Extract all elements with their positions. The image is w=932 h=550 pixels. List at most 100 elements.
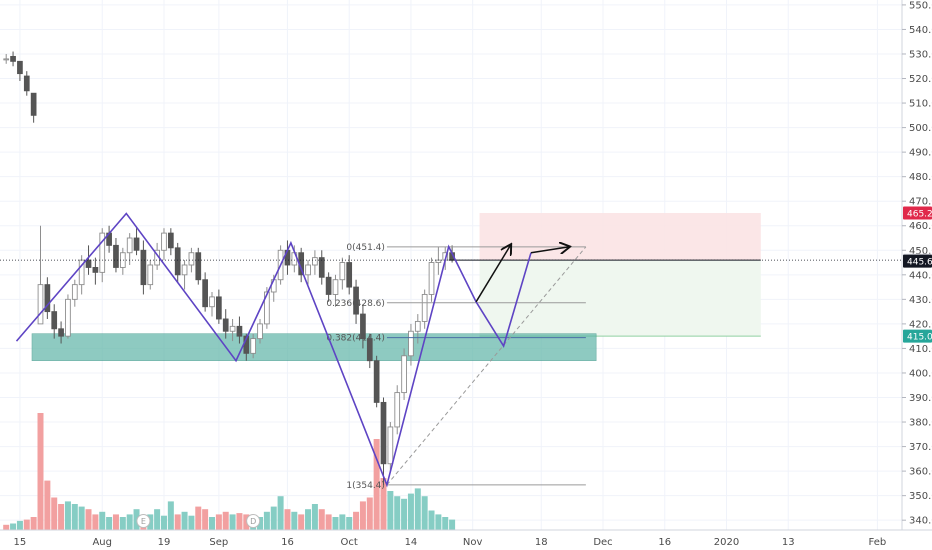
price-tick-label: 430.0 <box>909 295 932 306</box>
price-tick-label: 480.0 <box>909 172 932 183</box>
candle-body <box>414 320 421 332</box>
price-badge-label: 445.6 <box>907 258 932 268</box>
price-badge <box>903 254 932 268</box>
price-tick-label: 470.0 <box>909 197 932 208</box>
pattern-drawings <box>15 212 569 488</box>
volume-bar <box>449 519 456 530</box>
candle-body <box>264 291 270 325</box>
projection-arrow <box>475 245 510 303</box>
volume-bar <box>263 511 270 530</box>
time-tick-label: Aug <box>92 537 112 548</box>
candle-body <box>99 232 106 273</box>
volume-bar <box>3 524 10 530</box>
candle-body <box>229 325 236 332</box>
candle-body <box>339 262 346 281</box>
candle-body <box>360 313 366 340</box>
volume-bar <box>85 509 92 530</box>
volume-bar <box>99 511 106 530</box>
time-tick-label: 14 <box>405 537 418 548</box>
price-tick-label: 530.0 <box>909 49 932 60</box>
candle-body <box>119 252 126 268</box>
candle-body <box>428 262 435 295</box>
event-marker-label: D <box>250 517 256 526</box>
time-tick-label: Nov <box>463 537 483 548</box>
volume-bar <box>373 439 380 530</box>
volume-bar <box>209 517 215 530</box>
price-badge <box>903 206 932 220</box>
price-tick-label: 350.0 <box>909 491 932 502</box>
volume-bar <box>421 496 428 530</box>
volume-bar <box>160 515 167 530</box>
candle-body <box>421 293 428 322</box>
time-tick-label: 18 <box>535 537 548 548</box>
candle-body <box>126 237 133 254</box>
volume-bar <box>394 496 401 530</box>
price-tick-label: 380.0 <box>909 418 932 429</box>
candle-body <box>188 252 195 266</box>
price-badge-label: 465.2 <box>907 209 932 219</box>
price-tick-label: 540.0 <box>909 25 932 36</box>
volume-bar <box>257 517 264 530</box>
volume-bar <box>414 488 421 530</box>
price-tick-label: 490.0 <box>909 148 932 159</box>
candle-body <box>71 284 78 300</box>
volume-bar <box>58 504 65 530</box>
candle-body <box>167 232 174 249</box>
event-marker-label: E <box>141 517 146 526</box>
volume-bar <box>154 509 161 530</box>
volume-bar <box>112 514 119 530</box>
time-tick-label: 16 <box>658 537 671 548</box>
support-zone <box>31 333 597 361</box>
volume-bar <box>325 514 332 530</box>
volume-bar <box>407 493 414 530</box>
volume-bar <box>442 517 449 530</box>
candle-body <box>58 328 64 337</box>
volume-bar <box>401 498 408 530</box>
volume-bar <box>222 511 229 530</box>
candle-body <box>10 55 16 62</box>
candle-body <box>37 284 44 325</box>
price-tick-label: 410.0 <box>909 344 932 355</box>
volume-bar <box>332 517 339 530</box>
time-tick-label: Sep <box>209 537 228 548</box>
fib-level-label: 1(354.4) <box>346 481 385 491</box>
event-marker-circle <box>136 514 151 528</box>
candle-body <box>51 311 58 330</box>
price-tick-label: 390.0 <box>909 393 932 404</box>
volume-bar <box>229 514 236 530</box>
fib-level-label: 0.382(414.4) <box>326 334 385 344</box>
volume-bar <box>71 504 78 530</box>
candle-body <box>133 237 140 251</box>
candle-body <box>366 338 373 362</box>
candle-body <box>92 267 99 273</box>
candle-body <box>305 264 311 276</box>
time-axis[interactable]: 15 Aug 19 Sep 16 Oct 14 Nov 18 Dec 16 2020 13 Feb <box>14 537 887 548</box>
candle-body <box>236 325 243 337</box>
volume-bars <box>3 413 456 530</box>
volume-bar <box>92 514 99 530</box>
candle-body <box>181 264 188 276</box>
candle-body <box>65 298 71 337</box>
time-tick-label: 15 <box>14 537 27 548</box>
price-tick-label: 420.0 <box>909 319 932 330</box>
candle-body <box>332 279 339 295</box>
candle-body <box>394 392 401 428</box>
candle-body <box>140 249 147 286</box>
price-tick-label: 400.0 <box>909 368 932 379</box>
volume-bar <box>298 514 305 530</box>
volume-bar <box>133 509 140 530</box>
volume-bar <box>277 496 284 530</box>
fib-level-label: 0(451.4) <box>346 243 385 253</box>
candle-body <box>113 244 119 268</box>
candle-body <box>44 284 51 313</box>
volume-bar <box>305 509 312 530</box>
time-tick-label: 16 <box>281 537 294 548</box>
volume-bar <box>30 517 37 530</box>
price-axis[interactable]: 340.0 350.0 360.0 370.0 380.0 390.0 400.0 410.0… <box>902 0 932 527</box>
candle-body <box>325 276 332 295</box>
volume-bar <box>291 511 298 530</box>
